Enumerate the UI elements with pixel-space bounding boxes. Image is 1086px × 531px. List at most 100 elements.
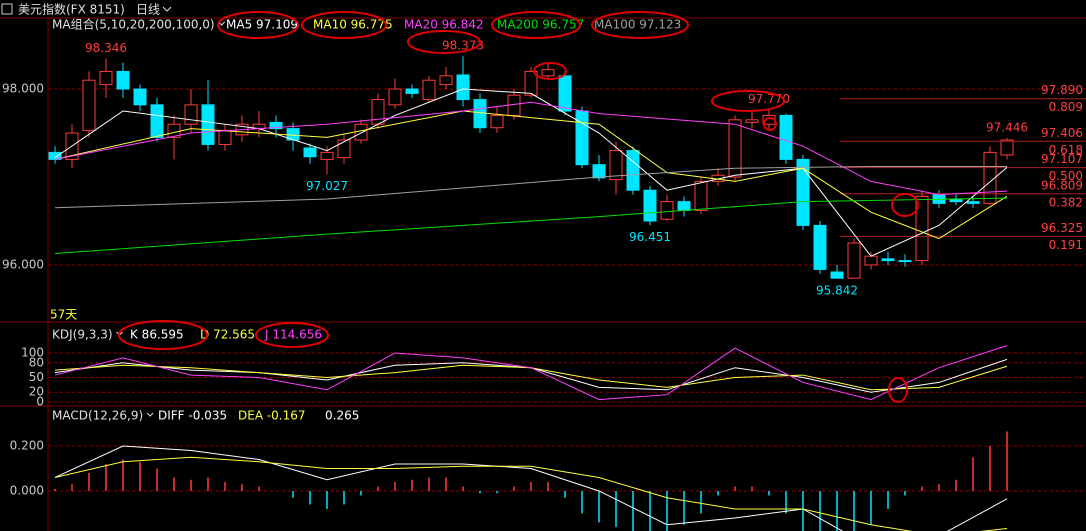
candle-body — [660, 201, 674, 220]
y-tick-label: 80 — [29, 355, 44, 369]
candle-body — [337, 139, 351, 159]
candle-body — [592, 164, 606, 179]
candle-body — [490, 114, 504, 129]
candle-body — [558, 75, 572, 112]
annotation-circle — [217, 11, 299, 39]
fib-price: 96.809 — [1041, 178, 1083, 192]
candle-body — [728, 119, 742, 178]
candle-body — [133, 88, 147, 106]
candle-body — [694, 180, 708, 211]
span-label: 57天 — [50, 308, 77, 322]
candle-body — [456, 74, 470, 101]
annotation-circle — [591, 11, 689, 39]
panel-title: MACD(12,26,9) — [52, 409, 143, 423]
indicator-line — [54, 88, 1008, 257]
candle-body — [473, 99, 487, 129]
annotation-circle — [888, 377, 908, 403]
candle-body — [82, 79, 96, 131]
fib-ratio: 0.500 — [1049, 169, 1083, 183]
candle-body — [830, 271, 844, 279]
page-title: 美元指数(FX 8151) — [18, 2, 125, 17]
y-tick-label: 0 — [36, 395, 44, 409]
y-tick-label: 96.000 — [2, 257, 44, 271]
dropdown-arrow — [218, 21, 225, 26]
indicator-line — [54, 197, 1008, 255]
candle-body — [269, 121, 283, 130]
indicator-line — [54, 101, 1008, 196]
candle-body — [881, 258, 895, 262]
panel-title: KDJ(9,3,3) — [52, 328, 113, 342]
candle-body — [388, 88, 402, 106]
indicator-line — [54, 445, 1008, 531]
fib-price: 97.890 — [1041, 83, 1083, 97]
candle-body — [99, 70, 113, 86]
y-tick-label: 50 — [29, 370, 44, 384]
candle-body — [983, 151, 997, 204]
user-annotations — [118, 11, 919, 403]
panel-title: MA组合(5,10,20,200,100,0) — [52, 17, 215, 32]
candle-body — [116, 70, 130, 90]
candle-body — [966, 201, 980, 204]
candle-body — [847, 242, 861, 279]
legend-entry: K 86.595 — [130, 328, 184, 342]
annotation-circle — [891, 193, 919, 217]
candle-body — [643, 189, 657, 222]
fib-ratio: 0.809 — [1049, 100, 1083, 114]
menu-icon[interactable] — [1, 3, 13, 15]
extreme-label: 96.451 — [629, 230, 671, 244]
candle-body — [626, 150, 640, 191]
indicator-line — [54, 345, 1008, 401]
y-tick-label: 20 — [29, 385, 44, 399]
annotation-circle — [407, 30, 481, 54]
candle-body — [796, 158, 810, 226]
extreme-label: 97.446 — [986, 120, 1028, 134]
candle-body — [898, 260, 912, 263]
legend-entry: DEA -0.167 — [238, 409, 306, 423]
candle-body — [915, 195, 929, 262]
candle-body — [439, 75, 453, 86]
fib-ratio: 0.382 — [1049, 195, 1083, 209]
legend-entry: D 72.565 — [200, 328, 255, 342]
extreme-label: 98.346 — [85, 41, 127, 55]
period-selector[interactable]: 日线 — [136, 3, 160, 17]
legend-entry: DIFF -0.035 — [158, 409, 227, 423]
dropdown-arrow[interactable] — [162, 6, 172, 12]
fib-price: 96.325 — [1041, 221, 1083, 235]
dropdown-arrow — [146, 412, 154, 417]
candle-body — [320, 151, 334, 160]
plot: 96.000 98.000 MA组合(5,10,20,200,100,0) 97.89… — [2, 17, 1086, 531]
extreme-label: 97.027 — [306, 179, 348, 193]
legend-entry: MA20 96.842 — [404, 18, 484, 32]
extreme-label: 95.842 — [816, 283, 858, 297]
candle-body — [371, 99, 385, 125]
y-tick-label: 100 — [21, 345, 44, 359]
annotation-circle — [763, 117, 777, 131]
candle-body — [575, 110, 589, 166]
candle-body — [303, 147, 317, 158]
candle-body — [541, 69, 555, 77]
candle-body — [184, 104, 198, 125]
annotation-circle — [255, 322, 329, 348]
indicator-line — [54, 165, 1007, 209]
candle-body — [150, 104, 164, 138]
annotation-circle — [118, 320, 208, 350]
candle-body — [779, 114, 793, 160]
indicator-line — [54, 456, 1008, 531]
candle-body — [422, 79, 436, 101]
annotation-circle — [711, 90, 785, 112]
annotation-circle — [301, 11, 387, 39]
candle-body — [405, 88, 419, 94]
candle-body — [1000, 139, 1014, 156]
legend-entry: MA200 96.757 — [497, 18, 584, 32]
candle-body — [745, 119, 759, 123]
legend-entry: MA5 97.109 — [226, 18, 298, 32]
candle-body — [864, 255, 878, 266]
candle-body — [201, 104, 215, 145]
y-tick-label: 98.000 — [2, 82, 44, 96]
candle-body — [524, 70, 538, 96]
fib-ratio: 0.191 — [1049, 238, 1083, 252]
fib-price: 97.107 — [1041, 152, 1083, 166]
